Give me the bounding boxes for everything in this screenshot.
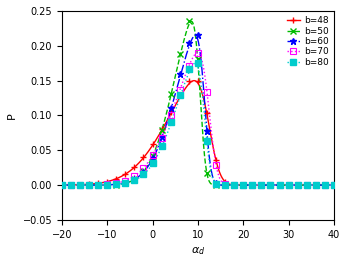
Legend: b=48, b=50, b=60, b=70, b=80: b=48, b=50, b=60, b=70, b=80 [284,14,331,69]
Y-axis label: P: P [7,112,17,119]
X-axis label: $\alpha_d$: $\alpha_d$ [191,245,205,257]
